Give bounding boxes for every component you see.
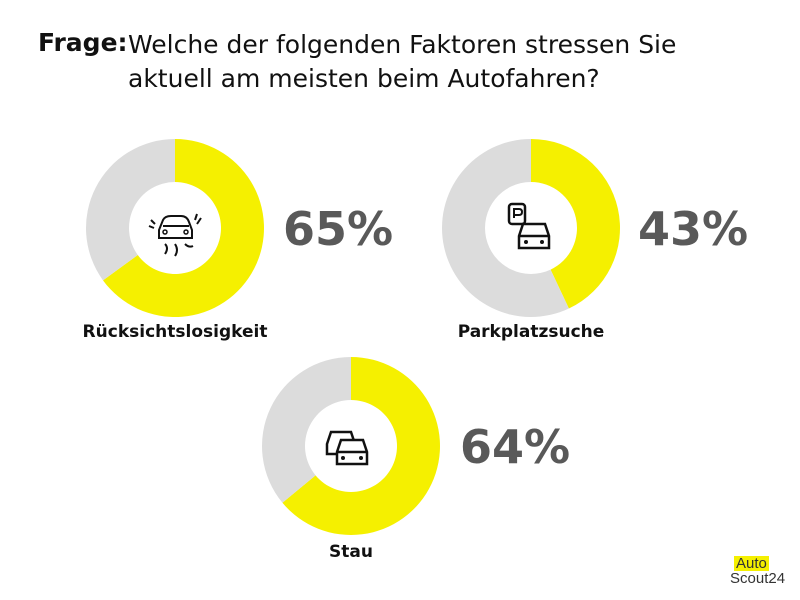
donut-slice-value [102, 139, 264, 317]
traffic-jam-icon [325, 430, 369, 466]
donut-chart-2 [441, 139, 621, 317]
category-label-3: Stau [329, 542, 373, 562]
donut-chart-3 [262, 357, 440, 535]
question-label: Frage: [38, 28, 128, 57]
donut-slice-value [531, 139, 621, 309]
category-label-1: Rücksichtslosigkeit [82, 322, 268, 342]
question-text: Welche der folgenden Faktoren stressen S… [128, 30, 677, 93]
autoscout24-logo: Auto Scout24 [730, 555, 786, 587]
percent-label-2: 43% [638, 202, 749, 256]
donut-chart-1 [86, 139, 264, 317]
donut-slice-rest [441, 139, 569, 317]
percent-label-1: 65% [283, 202, 394, 256]
donut-slice-rest [262, 357, 351, 503]
percent-label-3: 64% [460, 420, 571, 474]
category-label-2: Parkplatzsuche [457, 322, 605, 342]
parking-car-icon [507, 202, 551, 250]
donut-slice-rest [86, 139, 175, 281]
donut-slice-value [282, 357, 440, 535]
reckless-car-icon [148, 213, 202, 257]
